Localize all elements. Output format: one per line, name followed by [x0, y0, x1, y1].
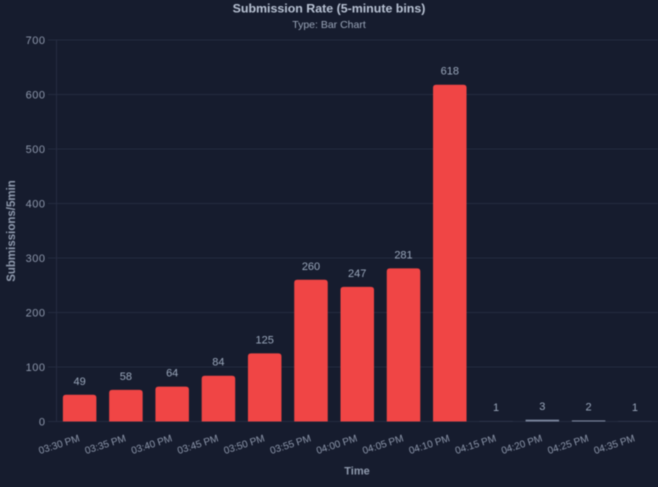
- svg-text:247: 247: [348, 268, 366, 280]
- svg-text:49: 49: [73, 376, 85, 388]
- svg-text:58: 58: [120, 371, 132, 383]
- svg-text:0: 0: [39, 416, 46, 428]
- svg-text:300: 300: [26, 253, 46, 265]
- svg-text:200: 200: [26, 307, 46, 319]
- svg-text:3: 3: [539, 401, 545, 413]
- svg-text:1: 1: [493, 402, 499, 414]
- svg-text:2: 2: [586, 401, 592, 413]
- svg-text:Time: Time: [344, 466, 369, 478]
- svg-text:400: 400: [26, 198, 46, 210]
- svg-text:1: 1: [632, 402, 638, 414]
- svg-text:618: 618: [441, 66, 459, 78]
- svg-text:Submissions/5min: Submissions/5min: [6, 180, 18, 282]
- svg-text:64: 64: [166, 368, 178, 380]
- svg-text:281: 281: [394, 249, 412, 261]
- svg-text:700: 700: [26, 35, 46, 47]
- svg-text:600: 600: [26, 89, 46, 101]
- svg-text:500: 500: [26, 144, 46, 156]
- svg-text:260: 260: [302, 261, 320, 273]
- svg-text:84: 84: [212, 357, 224, 369]
- svg-text:Submission Rate (5-minute bins: Submission Rate (5-minute bins): [233, 2, 426, 16]
- svg-text:100: 100: [26, 362, 46, 374]
- svg-text:125: 125: [256, 334, 274, 346]
- svg-text:Type: Bar Chart: Type: Bar Chart: [292, 19, 366, 31]
